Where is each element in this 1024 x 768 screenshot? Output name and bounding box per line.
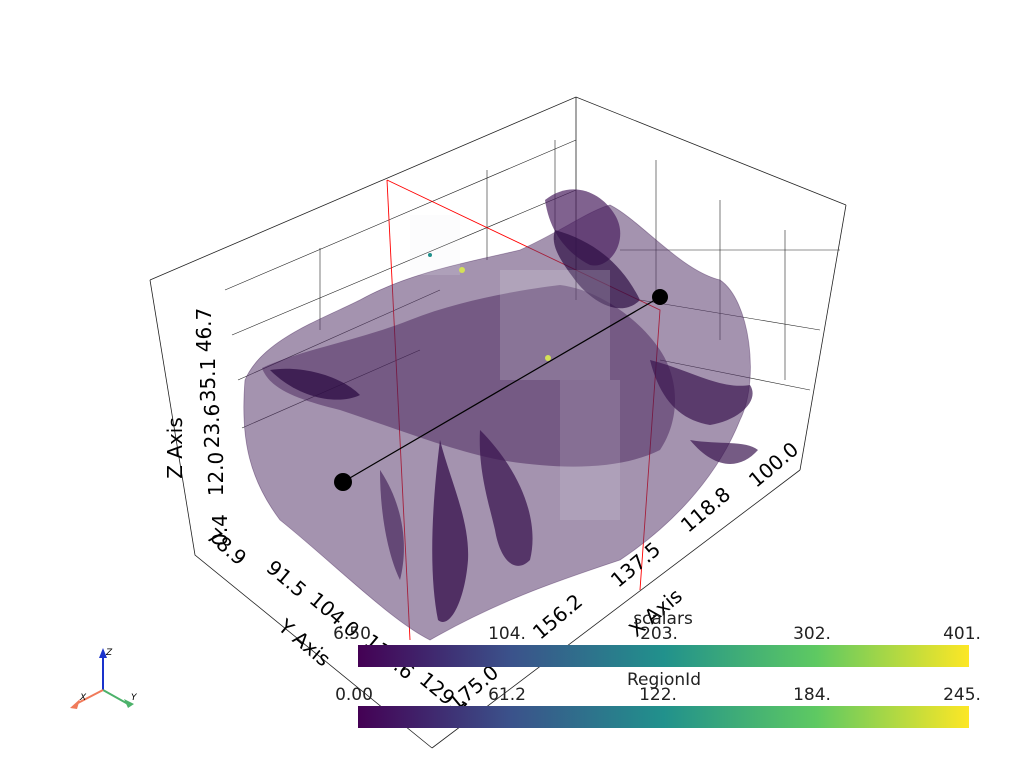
orientation-x-label: X [79, 693, 87, 703]
colorbar-scalars-tick-1: 104. [488, 624, 526, 644]
colorbar-regionid-tick-2: 122. [639, 685, 677, 705]
glyph-cloud [410, 215, 620, 520]
colorbar-regionid-tick-0: 0.00 [335, 685, 373, 705]
orientation-y-label: Y [131, 693, 138, 703]
orientation-axes-icon: Z Y X [70, 648, 138, 709]
glyph-markers [428, 253, 551, 361]
z-tick-4: 46.7 [192, 308, 216, 353]
line-handle-start[interactable] [334, 473, 352, 491]
orientation-z-label: Z [105, 648, 113, 658]
colorbar-regionid-tick-1: 61.2 [488, 685, 526, 705]
colorbar-scalars-tick-4: 401. [943, 624, 981, 644]
colorbar-regionid-title: RegionId [627, 670, 701, 690]
colorbar-scalars-tick-0: 6.50 [333, 624, 371, 644]
line-widget[interactable] [334, 289, 668, 491]
x-tick-4: 100.0 [744, 437, 803, 492]
z-tick-2: 23.6 [200, 404, 224, 449]
colorbar-scalars: scalars 6.50 104. 203. 302. 401. [333, 609, 981, 667]
colorbar-regionid-gradient [358, 706, 969, 728]
colorbar-scalars-gradient [358, 645, 969, 667]
colorbar-regionid: RegionId 0.00 61.2 122. 184. 245. [335, 670, 981, 728]
colorbar-scalars-tick-2: 203. [640, 624, 678, 644]
z-axis: Z Axis 0.4 12.0 23.6 35.1 46.7 [163, 308, 232, 546]
colorbar-scalars-tick-3: 302. [793, 624, 831, 644]
line-handle-end[interactable] [652, 289, 668, 305]
colorbar-regionid-tick-3: 184. [793, 685, 831, 705]
z-tick-3: 35.1 [196, 358, 220, 403]
x-tick-1: 156.2 [528, 589, 587, 644]
z-axis-title: Z Axis [163, 417, 187, 479]
colorbar-regionid-tick-4: 245. [943, 685, 981, 705]
y-tick-1: 91.5 [262, 555, 312, 602]
bounding-box [149, 96, 847, 749]
colorbar-scalars-title: scalars [633, 609, 693, 629]
z-tick-0: 0.4 [208, 514, 232, 546]
isosurface-outer [243, 189, 758, 641]
z-tick-1: 12.0 [204, 452, 228, 497]
